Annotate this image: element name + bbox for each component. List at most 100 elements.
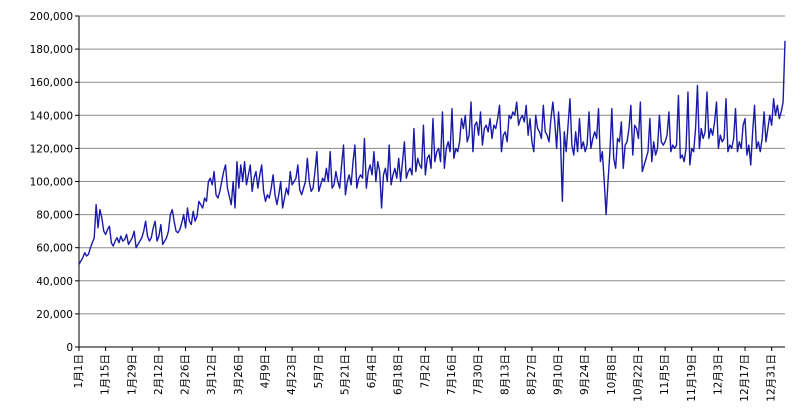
data-point [429, 154, 430, 155]
data-point [331, 188, 332, 189]
data-point [221, 181, 222, 182]
data-point [273, 174, 274, 175]
data-point [307, 158, 308, 159]
data-point [341, 164, 342, 165]
data-point [672, 144, 673, 145]
data-point [491, 138, 492, 139]
data-point [760, 151, 761, 152]
data-point [623, 168, 624, 169]
data-point [324, 181, 325, 182]
data-point [763, 111, 764, 112]
data-point [82, 257, 83, 258]
data-point [577, 151, 578, 152]
data-point [210, 178, 211, 179]
data-point [115, 240, 116, 241]
data-point [484, 128, 485, 129]
data-point [411, 174, 412, 175]
data-point [130, 240, 131, 241]
data-point [583, 141, 584, 142]
data-point [442, 111, 443, 112]
data-point [600, 161, 601, 162]
x-tick-label: 12月17日 [739, 354, 751, 402]
data-point [383, 174, 384, 175]
data-point [653, 141, 654, 142]
data-point [569, 98, 570, 99]
data-point [752, 131, 753, 132]
data-point [250, 164, 251, 165]
data-point [88, 254, 89, 255]
data-point [783, 101, 784, 102]
data-point [97, 227, 98, 228]
data-point [590, 148, 591, 149]
data-point [328, 181, 329, 182]
data-point [113, 245, 114, 246]
data-point [280, 181, 281, 182]
data-point [204, 197, 205, 198]
y-tick-label: 80,000 [36, 210, 73, 222]
data-point [212, 184, 213, 185]
data-point [153, 227, 154, 228]
data-point [588, 111, 589, 112]
data-point [720, 135, 721, 136]
data-point [234, 207, 235, 208]
data-point [375, 181, 376, 182]
data-point [615, 168, 616, 169]
data-point [354, 144, 355, 145]
data-point [716, 101, 717, 102]
data-point [737, 151, 738, 152]
data-point [560, 138, 561, 139]
data-point [469, 135, 470, 136]
data-point [347, 181, 348, 182]
data-point [594, 131, 595, 132]
x-tick-label: 5月21日 [339, 354, 351, 395]
y-tick-label: 20,000 [36, 309, 73, 321]
x-tick-label: 4月9日 [259, 354, 271, 388]
data-point [419, 164, 420, 165]
data-point [335, 171, 336, 172]
data-point [486, 125, 487, 126]
data-point [746, 154, 747, 155]
data-point [333, 184, 334, 185]
data-point [758, 141, 759, 142]
data-point [520, 118, 521, 119]
x-tick-label: 9月24日 [579, 354, 591, 395]
data-point [697, 85, 698, 86]
data-point [678, 95, 679, 96]
data-point [366, 188, 367, 189]
data-point [744, 118, 745, 119]
data-point [305, 181, 306, 182]
y-tick-label: 40,000 [36, 276, 73, 288]
data-point [699, 148, 700, 149]
data-point [476, 121, 477, 122]
data-point [537, 128, 538, 129]
data-point [274, 194, 275, 195]
data-point [103, 231, 104, 232]
data-point [729, 144, 730, 145]
data-point [92, 242, 93, 243]
data-point [455, 148, 456, 149]
data-point [480, 111, 481, 112]
data-point [432, 118, 433, 119]
data-point [539, 131, 540, 132]
data-point [301, 194, 302, 195]
data-point [609, 151, 610, 152]
data-point [177, 232, 178, 233]
data-point [172, 209, 173, 210]
data-point [402, 161, 403, 162]
data-point [215, 194, 216, 195]
data-point [297, 164, 298, 165]
data-point [769, 115, 770, 116]
data-point [579, 118, 580, 119]
data-point [406, 178, 407, 179]
x-tick-label: 1月29日 [126, 354, 138, 395]
data-point [206, 201, 207, 202]
data-point [160, 224, 161, 225]
data-point [607, 181, 608, 182]
data-point [345, 194, 346, 195]
data-point [231, 204, 232, 205]
data-point [632, 154, 633, 155]
data-point [174, 221, 175, 222]
data-point [611, 108, 612, 109]
data-point [727, 151, 728, 152]
